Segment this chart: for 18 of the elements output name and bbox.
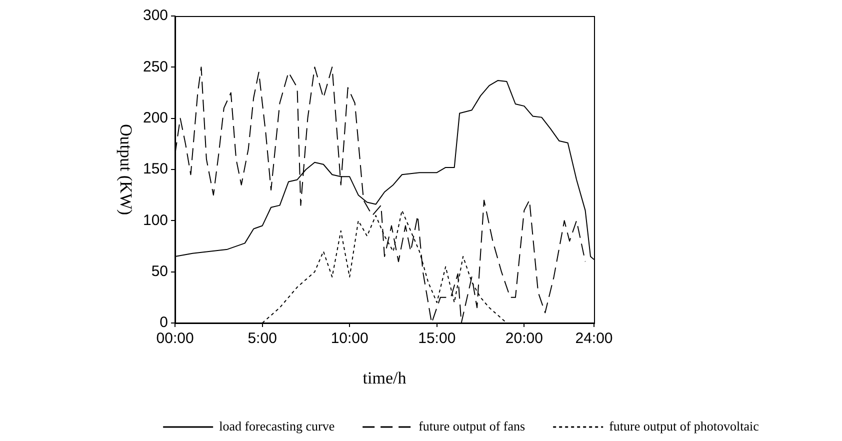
y-tick-label: 50: [151, 262, 168, 280]
y-axis-title: Output (KW): [116, 124, 136, 216]
y-tick-label: 150: [142, 160, 168, 178]
x-tick-label: 10:00: [330, 330, 368, 348]
y-tick-label: 0: [160, 314, 168, 332]
legend-label: future output of photovoltaic: [609, 418, 760, 434]
x-tick-label: 15:00: [418, 330, 456, 348]
y-tick-label: 250: [142, 58, 168, 76]
legend-label: load forecasting curve: [219, 418, 335, 434]
x-axis-title: time/h: [362, 368, 407, 388]
x-tick-label: 00:00: [156, 330, 194, 348]
x-tick-label: 5:00: [248, 330, 277, 348]
y-tick-label: 300: [142, 7, 168, 24]
y-tick-label: 100: [142, 212, 168, 229]
legend-label: future output of fans: [418, 418, 526, 434]
x-tick-label: 24:00: [575, 330, 613, 348]
x-tick-label: 20:00: [505, 330, 543, 348]
y-tick-label: 200: [142, 109, 168, 126]
